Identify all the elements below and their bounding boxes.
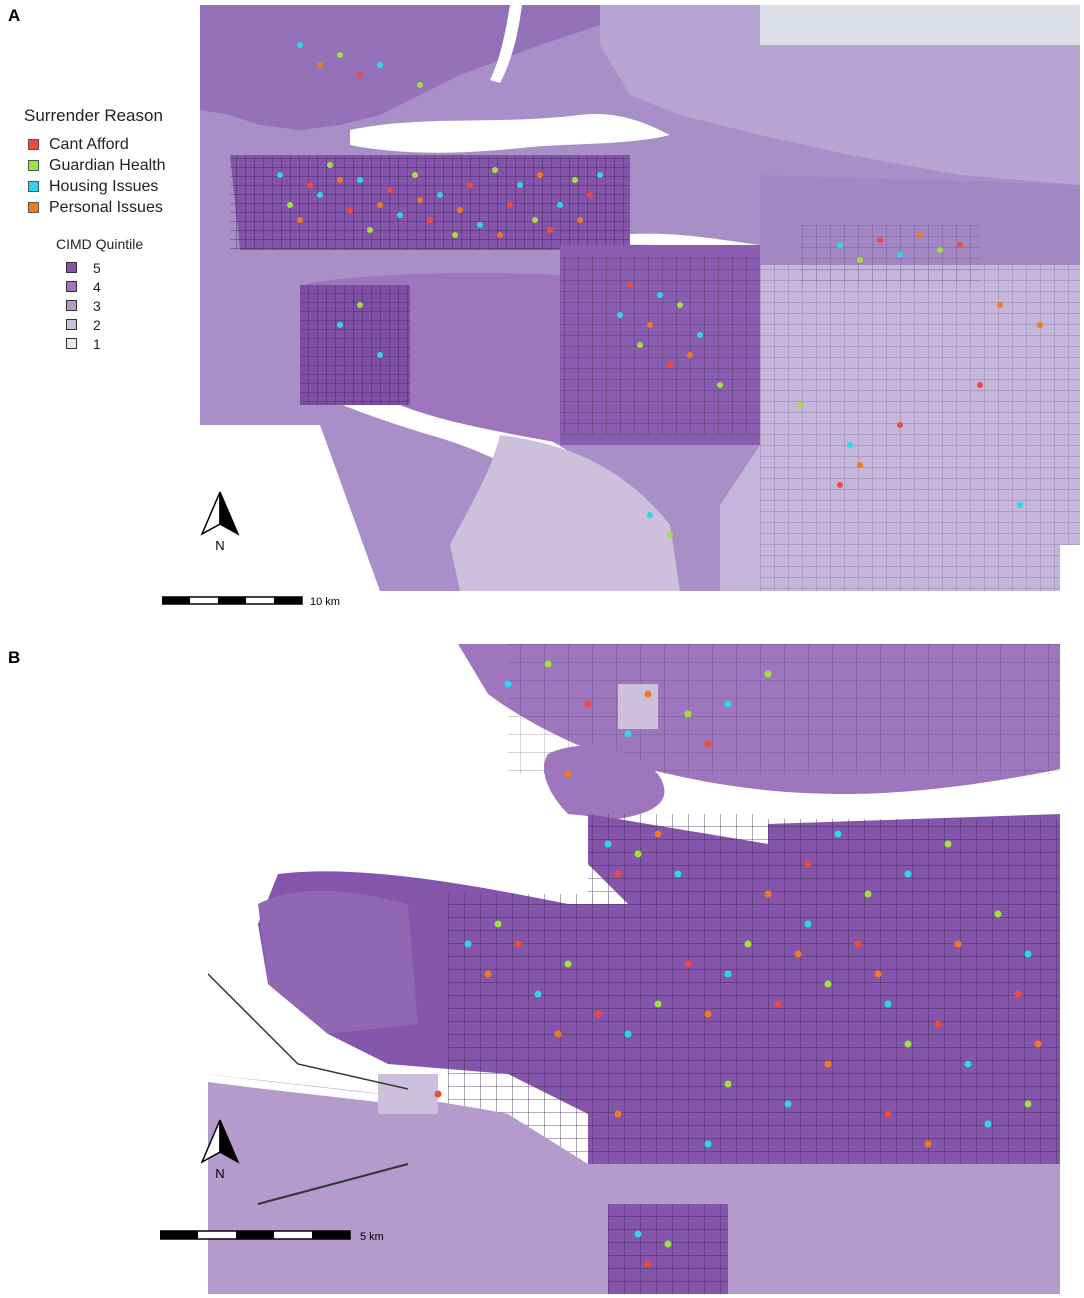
point-grey	[258, 890, 418, 1034]
legend-quintile-item: 4	[66, 277, 166, 296]
legend-swatch	[28, 139, 39, 150]
north-label: N	[215, 1166, 224, 1181]
surrender-points-b	[434, 660, 1042, 1268]
northeast-hills	[600, 5, 1080, 185]
legend-quintile-label: 5	[93, 259, 101, 276]
legend-item-label: Guardian Health	[49, 156, 166, 174]
legend-reason-title: Surrender Reason	[24, 106, 163, 125]
legend-quintile-item: 3	[66, 296, 166, 315]
delta-region	[450, 435, 680, 591]
legend-quintile-label: 4	[93, 278, 101, 295]
legend-quintile-item: 5	[66, 258, 166, 277]
legend-item-label: Personal Issues	[49, 198, 163, 216]
legend-item-label: Housing Issues	[49, 177, 159, 195]
panel-a-map	[200, 5, 1080, 591]
southwest-white	[200, 425, 380, 591]
fraser-river-b	[208, 1074, 428, 1108]
legend-item: Guardian Health	[24, 155, 166, 176]
panel-b-label: B	[8, 648, 21, 667]
scale-bar: 10 km	[162, 596, 340, 608]
southeast-white	[1060, 545, 1080, 591]
legend-quintile-label: 2	[93, 316, 101, 333]
legend-swatch	[66, 319, 77, 330]
north-shore-region	[200, 5, 600, 130]
legend-swatch	[28, 181, 39, 192]
legend-item-label: Cant Afford	[49, 135, 129, 153]
legend-swatch	[66, 281, 77, 292]
legend-quintile-label: 3	[93, 297, 101, 314]
map-legend: Surrender Reason Cant Afford Guardian He…	[24, 106, 166, 353]
legend-swatch	[66, 262, 77, 273]
legend-swatch	[28, 202, 39, 213]
surrender-points-a	[277, 42, 1043, 538]
legend-quintile-label: 1	[93, 335, 101, 352]
scale-label: 5 km	[360, 1231, 384, 1243]
burrard-inlet	[350, 114, 670, 153]
north-arrow-icon: N	[200, 491, 240, 553]
legend-quintile-item: 1	[66, 334, 166, 353]
legend-quintile-item: 2	[66, 315, 166, 334]
legend-swatch	[66, 338, 77, 349]
panel-a-label: A	[8, 6, 21, 25]
panel-b-map	[208, 644, 1060, 1294]
scale-label: 10 km	[310, 596, 340, 608]
stanley-park	[544, 745, 665, 819]
legend-item: Personal Issues	[24, 197, 166, 218]
north-arrow-icon: N	[200, 1119, 240, 1181]
legend-item: Housing Issues	[24, 176, 166, 197]
legend-swatch	[28, 160, 39, 171]
south-region	[208, 1074, 1060, 1294]
indian-arm	[490, 5, 522, 83]
scale-bar: 5 km	[160, 1230, 384, 1243]
legend-item: Cant Afford	[24, 134, 166, 155]
north-label: N	[215, 538, 224, 553]
legend-swatch	[66, 300, 77, 311]
legend-quintile-title: CIMD Quintile	[56, 236, 144, 252]
